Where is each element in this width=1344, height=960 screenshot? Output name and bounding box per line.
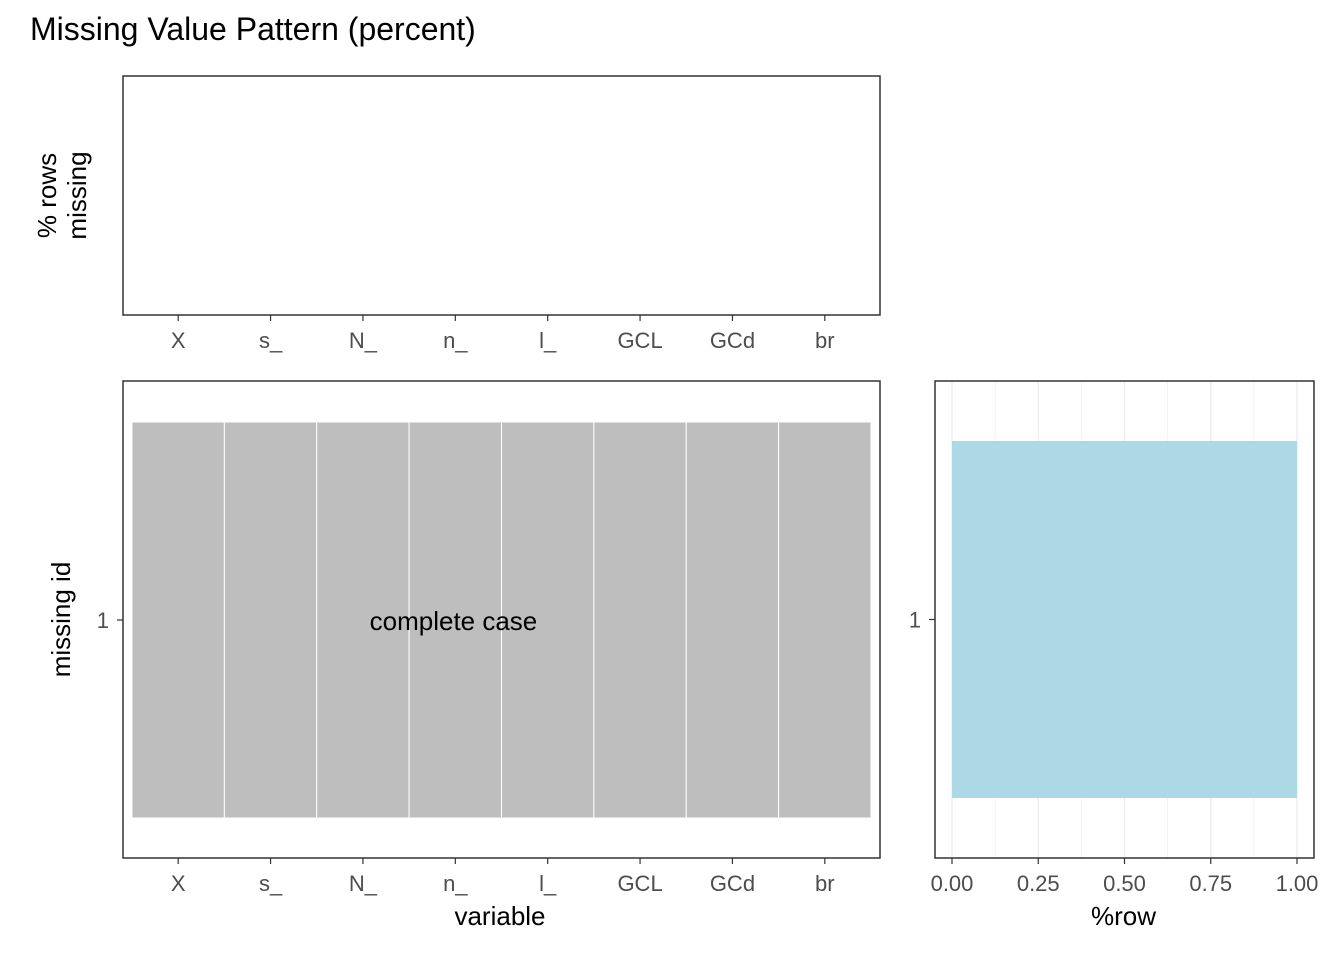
top-x-tick-label: s_ (259, 328, 283, 353)
row-percent-panel: 0.00 0.25 0.50 0.75 1.00 1 %row (909, 380, 1319, 931)
pattern-x-tick-label: GCd (710, 871, 755, 896)
pattern-tile-br (778, 421, 872, 819)
pattern-tile-N_ (316, 421, 410, 819)
top-y-axis-title-line: % rows (32, 153, 62, 238)
row-percent-bar-1 (952, 441, 1297, 798)
top-x-tick-label: br (815, 328, 835, 353)
pattern-y-tick-label: 1 (97, 608, 109, 633)
pattern-tile-GCL (593, 421, 687, 819)
row-percent-x-tick-label: 0.00 (931, 871, 974, 896)
pattern-panel: complete case X s_ N_ n_ l_ GCL GCd br 1 variable m… (46, 380, 881, 931)
pattern-tile-n_ (408, 421, 502, 819)
pattern-x-tick-label: N_ (349, 871, 378, 896)
row-percent-x-tick-label: 0.50 (1103, 871, 1146, 896)
row-percent-x-tick-label: 1.00 (1276, 871, 1319, 896)
pattern-x-axis-title: variable (454, 901, 545, 931)
pattern-y-axis-title: missing id (46, 562, 76, 678)
row-percent-x-tick-label: 0.75 (1189, 871, 1232, 896)
pattern-tile-X (131, 421, 225, 819)
pattern-x-tick-label: s_ (259, 871, 283, 896)
row-percent-x-axis-title: %row (1091, 901, 1156, 931)
row-percent-x-tick-label: 0.25 (1017, 871, 1060, 896)
pattern-tile-GCd (685, 421, 780, 819)
top-x-tick-label: GCd (710, 328, 755, 353)
row-percent-y-tick-label: 1 (909, 608, 921, 633)
pattern-x-tick-label: br (815, 871, 835, 896)
top-x-tick-label: GCL (617, 328, 662, 353)
pattern-annotation: complete case (370, 606, 538, 636)
top-x-tick-label: X (171, 328, 186, 353)
pattern-tile-s_ (223, 421, 318, 819)
pattern-x-tick-label: n_ (443, 871, 468, 896)
pattern-x-tick-label: l_ (539, 871, 557, 896)
pattern-x-tick-label: X (171, 871, 186, 896)
top-x-tick-label: n_ (443, 328, 468, 353)
top-x-tick-label: N_ (349, 328, 378, 353)
top-y-axis-title-line: missing (62, 151, 92, 239)
chart-title: Missing Value Pattern (percent) (30, 11, 476, 47)
top-y-axis-title: % rowsmissing (32, 151, 92, 239)
pattern-x-tick-label: GCL (617, 871, 662, 896)
top-x-tick-label: l_ (539, 328, 557, 353)
top-panel-border (122, 75, 881, 316)
